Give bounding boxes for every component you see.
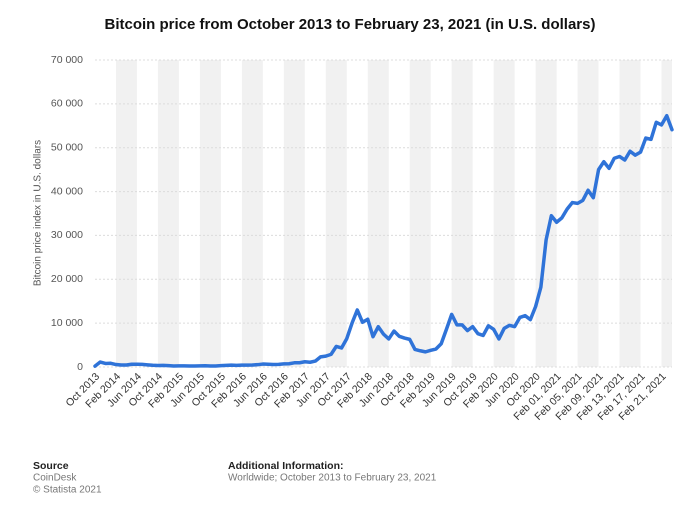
band xyxy=(283,60,305,367)
y-tick-label: 0 xyxy=(77,361,83,373)
band xyxy=(409,60,431,367)
y-tick-label: 70 000 xyxy=(51,54,83,66)
source-heading: Source xyxy=(33,460,69,472)
band xyxy=(241,60,263,367)
y-tick-label: 50 000 xyxy=(51,141,83,153)
price-line xyxy=(93,113,674,368)
y-tick-label: 40 000 xyxy=(51,185,83,197)
band xyxy=(367,60,389,367)
y-axis-label: Bitcoin price index in U.S. dollars xyxy=(33,140,44,286)
band xyxy=(115,60,137,367)
band xyxy=(199,60,221,367)
band xyxy=(619,60,641,367)
y-tick-label: 10 000 xyxy=(51,317,83,329)
source: CoinDesk xyxy=(33,473,77,484)
band xyxy=(157,60,179,367)
copyright: © Statista 2021 xyxy=(33,485,102,496)
y-tick-label: 60 000 xyxy=(51,98,83,110)
info: Worldwide; October 2013 to February 23, … xyxy=(228,473,437,484)
band xyxy=(535,60,557,367)
band xyxy=(451,60,473,367)
y-tick-label: 20 000 xyxy=(51,273,83,285)
band xyxy=(325,60,347,367)
band xyxy=(493,60,515,367)
band xyxy=(577,60,599,367)
info-heading: Additional Information: xyxy=(228,460,344,472)
band xyxy=(661,60,672,367)
chart-title: Bitcoin price from October 2013 to Febru… xyxy=(105,16,596,33)
y-tick-label: 30 000 xyxy=(51,229,83,241)
